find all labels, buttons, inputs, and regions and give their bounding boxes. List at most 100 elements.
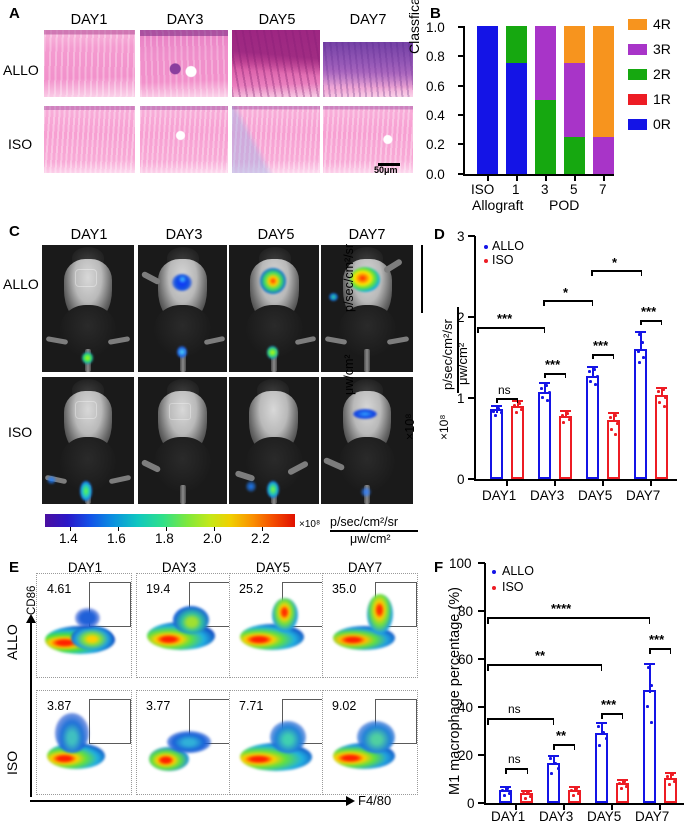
- scale-bar-label: 50μm: [374, 165, 398, 175]
- panel-d-point: [568, 418, 571, 421]
- panel-f-sig-ns-day1-day3: ns: [508, 702, 521, 716]
- panel-f-yticklabel-20: 20: [458, 748, 474, 763]
- panel-f-sigtick: [573, 744, 576, 750]
- panel-d-point: [494, 414, 497, 417]
- panel-d-point: [588, 370, 591, 373]
- histology-image-iso-day5: [232, 106, 320, 173]
- panel-f-yticklabel-0: 0: [467, 796, 475, 811]
- panel-f-sigtick: [553, 744, 555, 750]
- panel-b-bar-pod5: [564, 26, 585, 174]
- panel-d-ytick-2: [468, 316, 475, 318]
- panel-b-bar-pod7: [593, 26, 614, 174]
- flow-plot-allo-day1: [36, 573, 132, 678]
- panel-b-yticklabel-3: 0.6: [426, 79, 445, 94]
- panel-b-y-axis: [463, 26, 465, 174]
- panel-f-point: [666, 775, 669, 778]
- bioluminescence-image-iso-day3: [138, 377, 227, 504]
- panel-f-sigline-day1-day7: [487, 617, 650, 619]
- panel-f-legend-label-allo: ALLO: [502, 564, 534, 578]
- panel-f-sigtick: [601, 713, 603, 719]
- panel-f-err-allo-day7: [648, 663, 651, 693]
- panel-f-point: [506, 787, 509, 790]
- panel-b-bar-pod1: [506, 26, 527, 174]
- panel-e-col-title-day5: DAY5: [255, 560, 291, 575]
- panel-f-sigtick: [552, 718, 555, 725]
- panel-d-point: [609, 416, 612, 419]
- panel-c-row-label-allo: ALLO: [3, 276, 39, 292]
- panel-a-row-label-iso: ISO: [8, 136, 33, 152]
- panel-f-sigtick: [487, 664, 489, 671]
- panel-c-row-label-iso: ISO: [8, 424, 33, 440]
- panel-d-point: [545, 384, 548, 387]
- panel-f-sigtick: [526, 768, 529, 774]
- panel-c-col-title-day5: DAY5: [257, 227, 295, 243]
- panel-d-point: [642, 356, 645, 359]
- panel-d-ytick-1: [468, 397, 475, 399]
- panel-f-point: [503, 794, 506, 797]
- panel-f-point: [650, 721, 653, 724]
- panel-f-sigline-day5: [601, 713, 623, 715]
- panel-d-y-axis-divider: [457, 307, 459, 393]
- panel-f-xtick-1: [563, 805, 565, 810]
- bioluminescence-image-allo-day7: [321, 245, 413, 372]
- flow-plot-iso-day1: [36, 690, 132, 795]
- panel-f-yticklabel-100: 100: [449, 556, 472, 571]
- panel-f-sigtick: [621, 713, 624, 719]
- panel-b-xtick-4: [603, 176, 605, 181]
- histology-image-iso-day1: [44, 106, 135, 173]
- panel-d-errcap-iso-day5: [608, 412, 619, 414]
- panel-d-xtick-1: [554, 481, 556, 486]
- panel-b-xtick-0: [487, 176, 489, 181]
- panel-b-xtick-3: [574, 176, 576, 181]
- panel-f-bar-iso-day1: [520, 793, 533, 803]
- panel-d-legend-label-iso: ISO: [492, 253, 514, 267]
- colorbar-tick-1: [118, 527, 120, 531]
- panel-d-errcap-allo-day1: [491, 405, 502, 407]
- panel-f-sigline-day7: [649, 648, 671, 650]
- panel-d-sigtick: [591, 300, 594, 306]
- panel-b-xticklabel-iso: ISO: [471, 182, 495, 197]
- panel-b-yticklabel-1: 0.2: [426, 137, 445, 152]
- panel-d-sigtick: [592, 354, 594, 359]
- panel-f-sigtick: [600, 664, 603, 671]
- panel-f-point: [557, 767, 560, 770]
- panel-b-legend-swatch-3r: [628, 44, 647, 55]
- panel-f-bar-allo-day7: [643, 690, 656, 803]
- flow-gate-pct-allo-day7: 35.0: [332, 582, 357, 596]
- panel-b-ytick-1: [458, 143, 463, 145]
- panel-d-legend-dot-iso: [484, 259, 488, 263]
- panel-f-ytick-0: [478, 802, 485, 804]
- panel-b-ytick-5: [458, 26, 463, 28]
- panel-d-sigtick: [477, 327, 479, 333]
- panel-f-err-allo-day1: [504, 786, 507, 792]
- panel-f-sigline-day1-day5: [487, 664, 602, 666]
- panel-f-err-iso-day3: [573, 786, 576, 791]
- bioluminescence-image-allo-day3: [138, 245, 227, 372]
- colorbar-unit-numerator: p/sec/cm²/sr: [330, 515, 399, 529]
- panel-d-point: [637, 350, 640, 353]
- panel-f-point: [597, 725, 600, 728]
- panel-b-ytick-4: [458, 55, 463, 57]
- panel-f-yticklabel-40: 40: [458, 700, 474, 715]
- panel-d-bar-allo-day3: [538, 392, 551, 479]
- flow-plot-allo-day7: [322, 573, 418, 678]
- bioluminescence-image-allo-day1: [42, 245, 134, 372]
- panel-f-point: [527, 790, 530, 793]
- panel-d-x-axis: [474, 479, 677, 482]
- panel-f-ytick-20: [478, 754, 485, 756]
- panel-d-point: [638, 333, 641, 336]
- panel-d-point: [596, 375, 599, 378]
- panel-e-x-axis-label: F4/80: [358, 793, 392, 808]
- panel-d-point: [663, 405, 666, 408]
- panel-a-col-title-day7: DAY7: [349, 12, 387, 28]
- flow-gate-pct-iso-day1: 3.87: [47, 699, 72, 713]
- colorbar-multiplier: ×10⁸: [299, 519, 321, 530]
- panel-d-bar-iso-day1: [511, 406, 524, 479]
- panel-d-bar-iso-day5: [607, 420, 620, 479]
- panel-letter-e: E: [9, 559, 20, 576]
- panel-letter-a: A: [9, 5, 20, 22]
- bioluminescence-image-allo-day5: [229, 245, 319, 372]
- panel-f-point: [554, 762, 557, 765]
- panel-d-bar-iso-day3: [559, 416, 572, 479]
- panel-d-point: [589, 380, 592, 383]
